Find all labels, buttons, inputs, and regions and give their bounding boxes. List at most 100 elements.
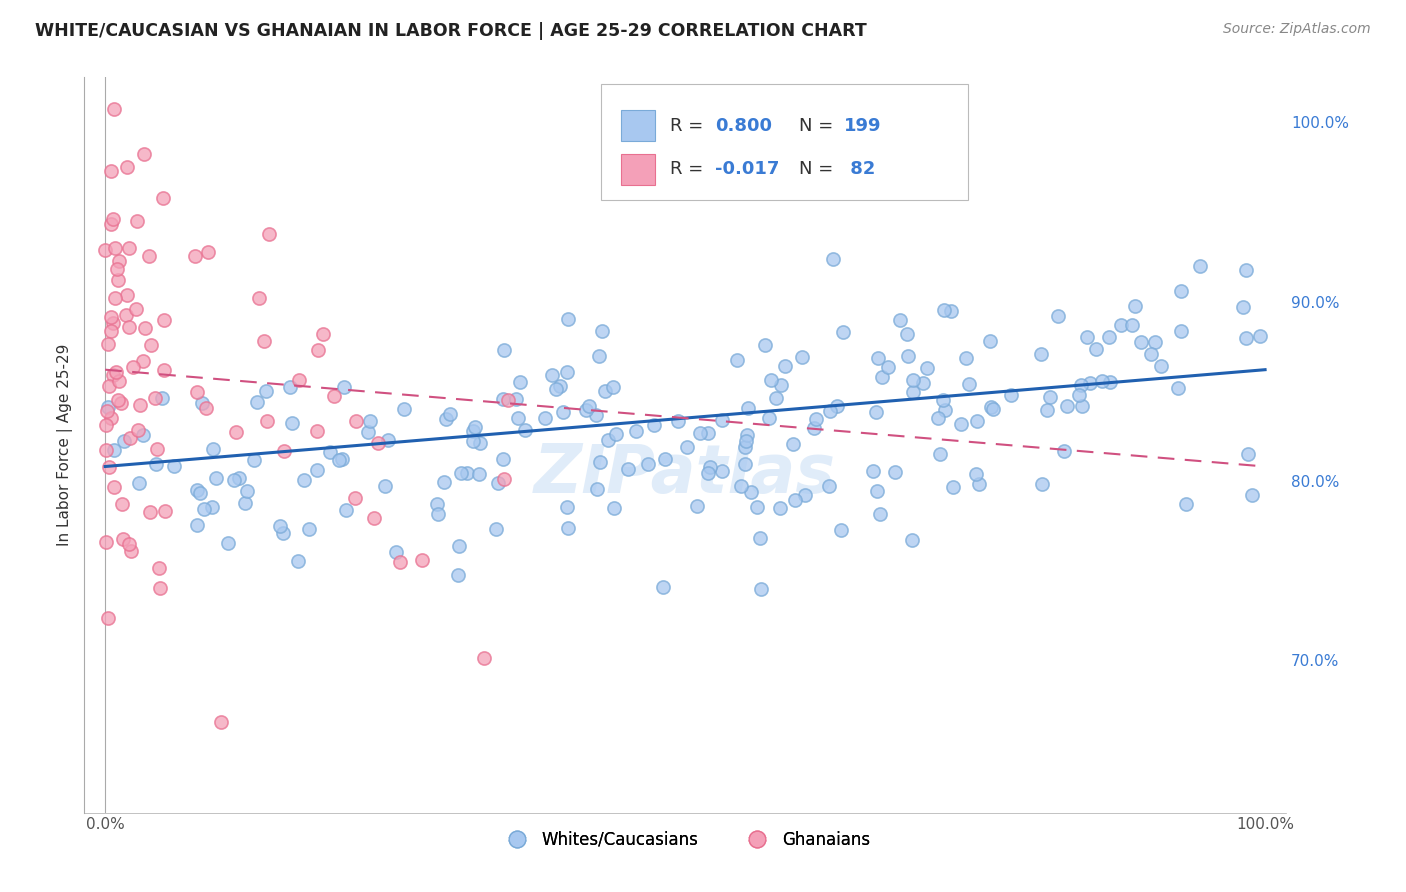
Point bbox=[344, 414, 367, 428]
Point bbox=[392, 401, 415, 416]
Point bbox=[108, 374, 131, 388]
Point bbox=[485, 522, 508, 536]
Point bbox=[328, 452, 350, 467]
Point bbox=[103, 103, 125, 117]
Point bbox=[932, 392, 955, 407]
Point bbox=[901, 533, 924, 547]
Point bbox=[236, 484, 259, 499]
Point bbox=[305, 463, 328, 477]
Point bbox=[979, 334, 1001, 349]
Point bbox=[433, 475, 456, 490]
Y-axis label: In Labor Force | Age 25-29: In Labor Force | Age 25-29 bbox=[58, 343, 73, 546]
Point bbox=[643, 417, 665, 432]
Point bbox=[710, 413, 733, 427]
Point bbox=[153, 504, 176, 518]
Point bbox=[335, 503, 357, 517]
Point bbox=[205, 470, 228, 484]
Point bbox=[344, 491, 367, 505]
Point bbox=[150, 391, 173, 405]
Point bbox=[825, 399, 848, 413]
Point bbox=[496, 392, 519, 407]
Point bbox=[942, 480, 965, 494]
Point bbox=[105, 365, 128, 379]
Point bbox=[447, 539, 470, 553]
Point bbox=[546, 382, 568, 396]
Point bbox=[139, 505, 162, 519]
Point bbox=[1053, 443, 1076, 458]
Point bbox=[578, 399, 600, 413]
Point bbox=[533, 411, 555, 425]
Point bbox=[555, 500, 578, 515]
Point bbox=[103, 442, 125, 457]
Point bbox=[1091, 375, 1114, 389]
Point bbox=[467, 467, 489, 481]
Point bbox=[1080, 376, 1102, 390]
Point bbox=[1232, 300, 1254, 314]
Point bbox=[876, 360, 898, 375]
Point bbox=[758, 411, 780, 425]
Point bbox=[598, 433, 620, 447]
Point bbox=[228, 471, 250, 485]
Point bbox=[233, 495, 256, 509]
Point bbox=[107, 393, 129, 408]
Point bbox=[981, 402, 1004, 417]
Point bbox=[725, 353, 748, 368]
Point bbox=[186, 483, 208, 497]
Point bbox=[734, 434, 756, 448]
Point bbox=[821, 252, 844, 266]
Point bbox=[804, 412, 827, 426]
Point bbox=[256, 414, 278, 428]
Point bbox=[734, 458, 756, 472]
Point bbox=[115, 160, 138, 174]
Point bbox=[332, 451, 354, 466]
Point bbox=[818, 479, 841, 493]
Point bbox=[131, 428, 153, 442]
Point bbox=[373, 479, 395, 493]
Point bbox=[186, 384, 208, 399]
Point bbox=[1123, 299, 1146, 313]
Point bbox=[1189, 259, 1212, 273]
Point bbox=[759, 374, 782, 388]
Point bbox=[278, 380, 301, 394]
Point bbox=[1047, 309, 1070, 323]
FancyBboxPatch shape bbox=[621, 154, 655, 185]
Point bbox=[492, 343, 515, 357]
Point bbox=[100, 310, 122, 324]
Point bbox=[889, 313, 911, 327]
Point bbox=[1039, 390, 1062, 404]
Point bbox=[1070, 378, 1092, 392]
Point bbox=[224, 474, 246, 488]
Point bbox=[118, 242, 141, 256]
Point bbox=[426, 507, 449, 521]
Point bbox=[125, 301, 148, 316]
Point bbox=[818, 404, 841, 418]
Point bbox=[447, 568, 470, 582]
Point bbox=[152, 363, 174, 377]
Point bbox=[934, 303, 956, 318]
Point bbox=[186, 517, 208, 532]
Point bbox=[426, 497, 449, 511]
Point bbox=[323, 389, 346, 403]
Point bbox=[148, 560, 170, 574]
Point bbox=[730, 479, 752, 493]
Point bbox=[197, 245, 219, 260]
Point bbox=[190, 396, 212, 410]
Point bbox=[509, 376, 531, 390]
Point bbox=[100, 411, 122, 425]
Point bbox=[624, 424, 647, 438]
Point bbox=[118, 320, 141, 334]
Point bbox=[298, 523, 321, 537]
Point bbox=[865, 404, 887, 418]
Point bbox=[1076, 329, 1098, 343]
Point bbox=[108, 254, 131, 268]
Point bbox=[557, 311, 579, 326]
Point bbox=[94, 534, 117, 549]
Point bbox=[269, 518, 291, 533]
Point bbox=[676, 440, 699, 454]
Point bbox=[915, 361, 938, 376]
Point bbox=[1000, 388, 1022, 402]
Point bbox=[735, 427, 758, 442]
Point bbox=[586, 483, 609, 497]
Point bbox=[588, 349, 610, 363]
Point bbox=[193, 502, 215, 516]
